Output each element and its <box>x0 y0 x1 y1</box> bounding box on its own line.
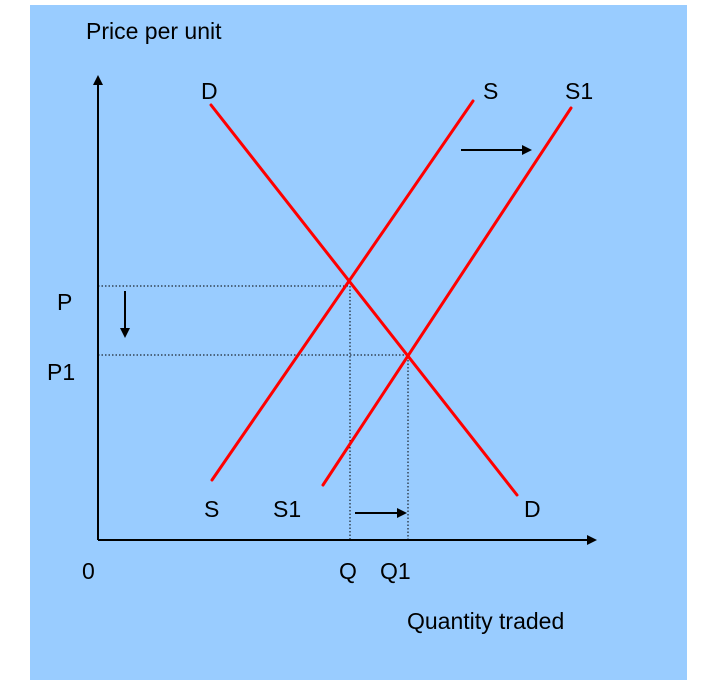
supply-curve-shifted <box>321 106 573 487</box>
price-guide-p <box>98 285 351 540</box>
panel-background <box>30 5 687 680</box>
origin-label: 0 <box>82 558 95 584</box>
price-label-p1: P1 <box>47 359 75 385</box>
price-label-p: P <box>57 289 72 315</box>
quantity-label-q: Q <box>339 558 357 584</box>
supply-label-top: S <box>483 78 498 104</box>
demand-label-top: D <box>201 78 218 104</box>
supply-shift-label-bottom: S1 <box>273 496 301 522</box>
y-axis-label: Price per unit <box>86 18 222 44</box>
supply-curve <box>210 99 475 482</box>
demand-label-bottom: D <box>524 496 541 522</box>
supply-shift-label-top: S1 <box>565 78 593 104</box>
diagram-panel: Price per unit Quantity traded 0 D D S S… <box>30 5 687 680</box>
quantity-label-q1: Q1 <box>380 558 411 584</box>
x-axis-label: Quantity traded <box>407 608 564 634</box>
demand-curve <box>209 103 519 497</box>
supply-label-bottom: S <box>204 496 219 522</box>
supply-demand-diagram: Price per unit Quantity traded 0 D D S S… <box>30 5 687 680</box>
